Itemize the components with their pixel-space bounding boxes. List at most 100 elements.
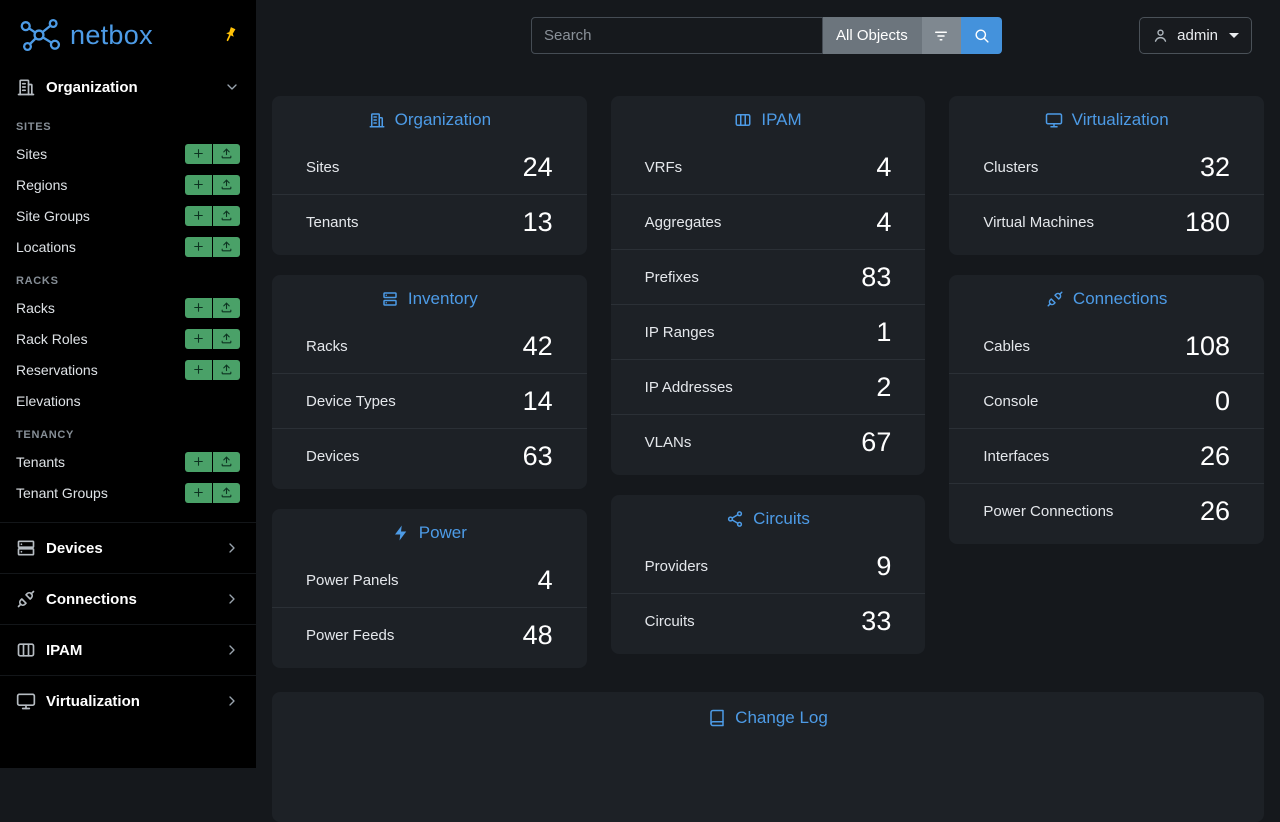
sidebar-item-elevations[interactable]: Elevations: [0, 385, 256, 416]
sidebar-item-label[interactable]: Tenant Groups: [16, 484, 108, 501]
sidebar-item-label[interactable]: Elevations: [16, 392, 81, 409]
stat-value[interactable]: 42: [522, 331, 553, 361]
add-button[interactable]: [185, 482, 212, 503]
stat-label[interactable]: Sites: [306, 158, 340, 176]
sidebar-group-ipam[interactable]: IPAM: [0, 624, 256, 675]
sidebar-item-sites[interactable]: Sites: [0, 138, 256, 169]
stat-label[interactable]: Power Feeds: [306, 626, 395, 644]
add-button[interactable]: [185, 328, 212, 349]
brand-name[interactable]: netbox: [70, 19, 153, 50]
sidebar-item-racks[interactable]: Racks: [0, 292, 256, 323]
stat-value[interactable]: 108: [1184, 331, 1231, 361]
stat-value[interactable]: 9: [876, 551, 892, 581]
import-button[interactable]: [213, 174, 240, 195]
sidebar-item-label[interactable]: Sites: [16, 145, 48, 162]
import-button[interactable]: [213, 297, 240, 318]
sidebar-item-label[interactable]: Regions: [16, 176, 68, 193]
sidebar-item-reservations[interactable]: Reservations: [0, 354, 256, 385]
stat-value[interactable]: 13: [522, 207, 553, 237]
sidebar-item-rack-roles[interactable]: Rack Roles: [0, 323, 256, 354]
stat-value[interactable]: 24: [522, 152, 553, 182]
stat-label[interactable]: Virtual Machines: [983, 213, 1094, 231]
sidebar-item-tenants[interactable]: Tenants: [0, 446, 256, 477]
stat-label[interactable]: Prefixes: [644, 268, 699, 286]
import-button[interactable]: [213, 328, 240, 349]
card-header-inventory[interactable]: Inventory: [272, 275, 587, 319]
card-header-ipam[interactable]: IPAM: [611, 96, 926, 140]
import-button[interactable]: [213, 205, 240, 226]
sidebar-item-tenant-groups[interactable]: Tenant Groups: [0, 477, 256, 508]
stat-value[interactable]: 14: [522, 386, 553, 416]
stat-value[interactable]: 83: [861, 262, 892, 292]
import-button[interactable]: [213, 451, 240, 472]
card-header-virtualization[interactable]: Virtualization: [949, 96, 1264, 140]
stat-value[interactable]: 4: [537, 565, 553, 595]
user-menu-button[interactable]: admin: [1139, 17, 1252, 54]
add-button[interactable]: [185, 236, 212, 257]
stat-label[interactable]: Power Connections: [983, 502, 1114, 520]
sidebar-group-organization[interactable]: Organization: [0, 66, 256, 108]
add-button[interactable]: [185, 451, 212, 472]
sidebar-item-label[interactable]: Tenants: [16, 453, 66, 470]
stat-label[interactable]: Interfaces: [983, 447, 1050, 465]
stat-value[interactable]: 26: [1199, 441, 1231, 471]
add-button[interactable]: [185, 143, 212, 164]
stat-value[interactable]: 4: [876, 207, 892, 237]
stat-label[interactable]: Devices: [306, 447, 360, 465]
netbox-logo-icon[interactable]: [16, 16, 62, 54]
stat-value[interactable]: 48: [522, 620, 553, 650]
card-header-connections[interactable]: Connections: [949, 275, 1264, 319]
stat-value[interactable]: 26: [1199, 496, 1231, 526]
filter-button[interactable]: [920, 17, 961, 54]
stat-value[interactable]: 0: [1214, 386, 1231, 416]
stat-value[interactable]: 1: [876, 317, 892, 347]
changelog-header[interactable]: Change Log: [272, 692, 1264, 742]
sidebar-item-regions[interactable]: Regions: [0, 169, 256, 200]
stat-value[interactable]: 63: [522, 441, 553, 471]
sidebar-item-label[interactable]: Locations: [16, 238, 76, 255]
sidebar-group-devices[interactable]: Devices: [0, 522, 256, 573]
import-button[interactable]: [213, 236, 240, 257]
stat-label[interactable]: Circuits: [644, 612, 695, 630]
stat-value[interactable]: 4: [876, 152, 892, 182]
stat-value[interactable]: 67: [861, 427, 892, 457]
add-button[interactable]: [185, 174, 212, 195]
stat-label[interactable]: Console: [983, 392, 1039, 410]
stat-label[interactable]: IP Ranges: [644, 323, 715, 341]
stat-label[interactable]: VLANs: [644, 433, 692, 451]
import-button[interactable]: [213, 359, 240, 380]
pin-icon[interactable]: [217, 22, 244, 49]
stat-label[interactable]: Device Types: [306, 392, 396, 410]
card-header-organization[interactable]: Organization: [272, 96, 587, 140]
add-button[interactable]: [185, 359, 212, 380]
stat-label[interactable]: IP Addresses: [644, 378, 733, 396]
search-button[interactable]: [960, 17, 1002, 54]
stat-label[interactable]: Tenants: [306, 213, 359, 231]
sidebar-item-label[interactable]: Site Groups: [16, 207, 90, 224]
stat-value[interactable]: 2: [876, 372, 892, 402]
sidebar-item-label[interactable]: Rack Roles: [16, 330, 88, 347]
card-header-power[interactable]: Power: [272, 509, 587, 553]
stat-label[interactable]: Cables: [983, 337, 1031, 355]
add-button[interactable]: [185, 205, 212, 226]
import-button[interactable]: [213, 143, 240, 164]
stat-label[interactable]: Providers: [644, 557, 709, 575]
sidebar-item-label[interactable]: Reservations: [16, 361, 98, 378]
object-type-button[interactable]: All Objects: [823, 17, 921, 54]
stat-value[interactable]: 180: [1184, 207, 1231, 237]
stat-value[interactable]: 32: [1199, 152, 1231, 182]
sidebar-group-connections[interactable]: Connections: [0, 573, 256, 624]
stat-value[interactable]: 33: [861, 606, 892, 636]
stat-label[interactable]: Clusters: [983, 158, 1039, 176]
stat-label[interactable]: VRFs: [644, 158, 683, 176]
sidebar-item-locations[interactable]: Locations: [0, 231, 256, 262]
sidebar-item-label[interactable]: Racks: [16, 299, 55, 316]
stat-label[interactable]: Aggregates: [644, 213, 722, 231]
stat-label[interactable]: Racks: [306, 337, 348, 355]
sidebar-item-site-groups[interactable]: Site Groups: [0, 200, 256, 231]
sidebar-group-virtualization[interactable]: Virtualization: [0, 675, 256, 726]
import-button[interactable]: [213, 482, 240, 503]
stat-label[interactable]: Power Panels: [306, 571, 399, 589]
add-button[interactable]: [185, 297, 212, 318]
card-header-circuits[interactable]: Circuits: [611, 495, 926, 539]
